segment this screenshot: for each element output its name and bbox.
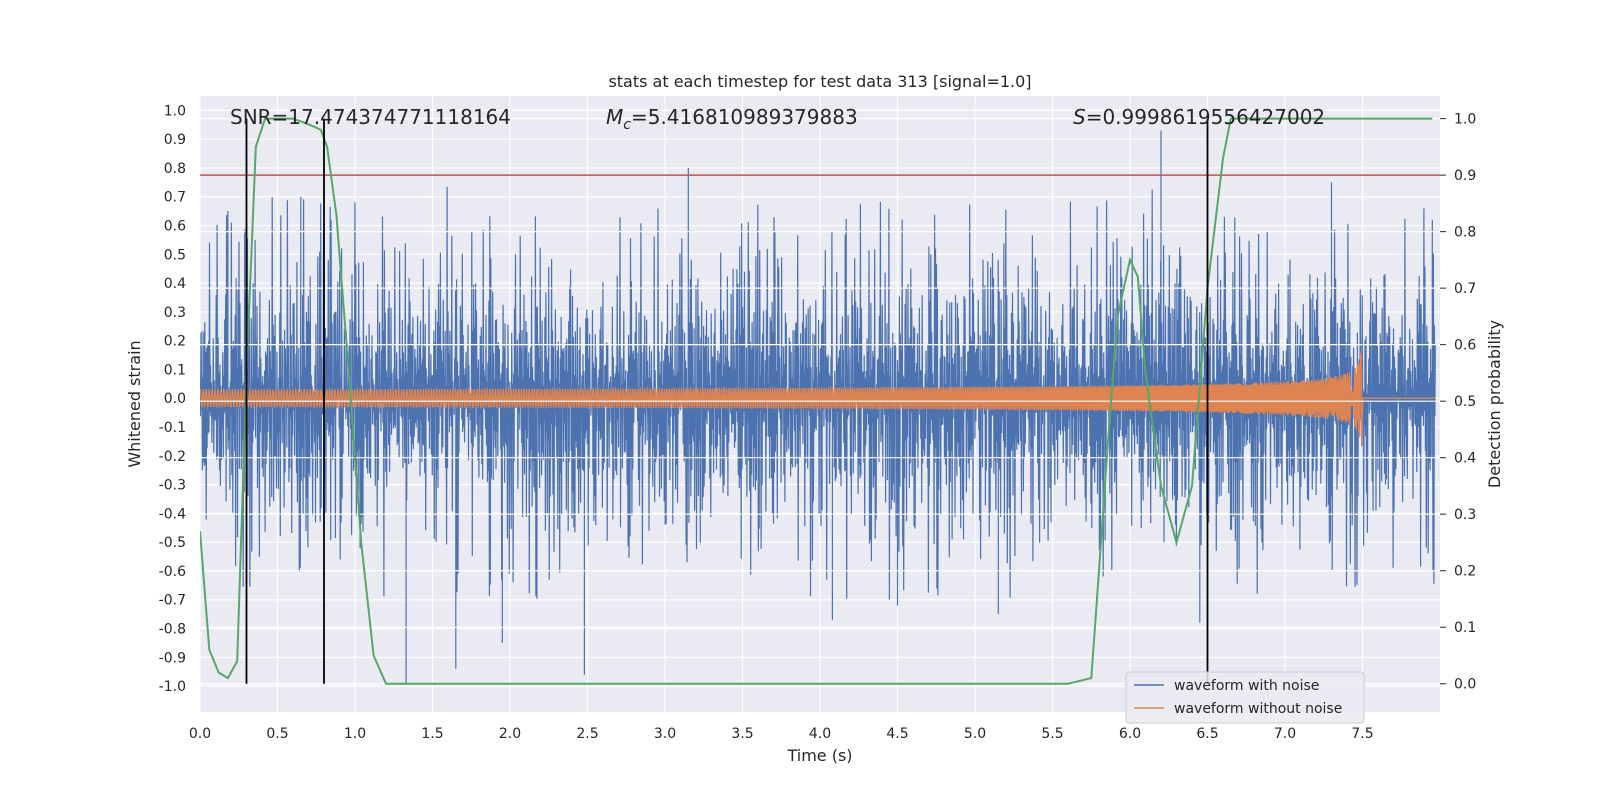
y-tick-label: 0.3 [164,305,186,321]
x-tick-label: 5.0 [964,726,986,742]
vertical-markers [245,118,1209,684]
y-tick-label: 0.6 [164,219,186,235]
y2-tick-label: 0.7 [1454,281,1476,297]
x-tick-label: 2.5 [576,726,598,742]
y-tick-label: 1.0 [164,103,186,119]
y-tick-label: -0.9 [159,650,186,666]
mc-subscript: c [623,117,631,133]
y-tick-label: 0.4 [164,276,186,292]
legend-label-clean: waveform without noise [1174,701,1342,717]
legend-box [1125,671,1365,724]
x-tick-label: 1.0 [344,726,366,742]
legend: waveform with noise waveform without noi… [1125,671,1365,724]
y-axis-label: Whitened strain [125,340,144,467]
clean-waveform-line [200,352,1436,447]
y2-tick-label: 0.0 [1454,677,1476,693]
s-value: =0.9998619556427002 [1086,105,1325,129]
y-tick-label: 0.2 [164,334,186,350]
x-tick-label: 0.0 [189,726,211,742]
x-axis-ticks: 0.0 0.5 1.0 1.5 2.0 2.5 3.0 3.5 4.0 4.5 5.0 5.5 6.0 6… [189,726,1374,742]
y2-tick-label: 0.4 [1454,451,1476,467]
y-tick-label: 0.0 [164,391,186,407]
clean-waveform-series [200,352,1436,447]
x-tick-label: 5.5 [1041,726,1063,742]
mc-symbol: M [606,105,623,129]
x-tick-label: 4.5 [886,726,908,742]
y2-tick-label: 0.5 [1454,394,1476,410]
s-symbol: S [1073,105,1086,129]
legend-label-noise: waveform with noise [1174,678,1319,694]
y-tick-label: 0.8 [164,161,186,177]
y-tick-label: 0.7 [164,190,186,206]
x-tick-label: 4.0 [809,726,831,742]
chirp-mass-annotation: Mc=5.416810989379883 [606,105,858,133]
y2-tick-label: 0.8 [1454,225,1476,241]
x-tick-label: 0.5 [266,726,288,742]
y-tick-label: 0.9 [164,132,186,148]
y-tick-label: -0.3 [159,478,186,494]
x-tick-label: 7.5 [1351,726,1373,742]
y2-tick-label: 0.2 [1454,564,1476,580]
x-tick-label: 1.5 [421,726,443,742]
x-tick-label: 3.0 [654,726,676,742]
y-tick-label: -0.8 [159,622,186,638]
y-tick-label: -0.1 [159,420,186,436]
y2-tick-label: 0.3 [1454,507,1476,523]
x-tick-label: 6.5 [1196,726,1218,742]
chart-title: stats at each timestep for test data 313… [608,72,1031,91]
y-tick-label: -0.4 [159,506,186,522]
x-tick-label: 2.0 [499,726,521,742]
y-tick-label: -0.6 [159,564,186,580]
y-axis-ticks: 1.0 0.9 0.8 0.7 0.6 0.5 0.4 0.3 0.2 0.1 0.0 -0.1 -0.… [159,103,186,695]
x-tick-label: 3.5 [731,726,753,742]
score-annotation: S=0.9998619556427002 [1073,105,1325,129]
y2-axis-ticks: 1.0 0.9 0.8 0.7 0.6 0.5 0.4 0.3 0.2 0.1 0.0 [1440,112,1476,693]
y-tick-label: 0.1 [164,362,186,378]
x-tick-label: 6.0 [1119,726,1141,742]
y-tick-label: -0.2 [159,449,186,465]
y2-tick-label: 1.0 [1454,112,1476,128]
y2-tick-label: 0.1 [1454,620,1476,636]
y-tick-label: 0.5 [164,247,186,263]
x-axis-label: Time (s) [786,746,852,765]
y2-tick-label: 0.9 [1454,168,1476,184]
y-tick-label: -1.0 [159,679,186,695]
y-tick-label: -0.5 [159,535,186,551]
mc-value: =5.416810989379883 [631,105,858,129]
y-tick-label: -0.7 [159,593,186,609]
x-tick-label: 7.0 [1274,726,1296,742]
y2-tick-label: 0.6 [1454,338,1476,354]
snr-annotation: SNR=17.474374771118164 [230,105,511,129]
y2-axis-label: Detection probability [1485,320,1504,488]
